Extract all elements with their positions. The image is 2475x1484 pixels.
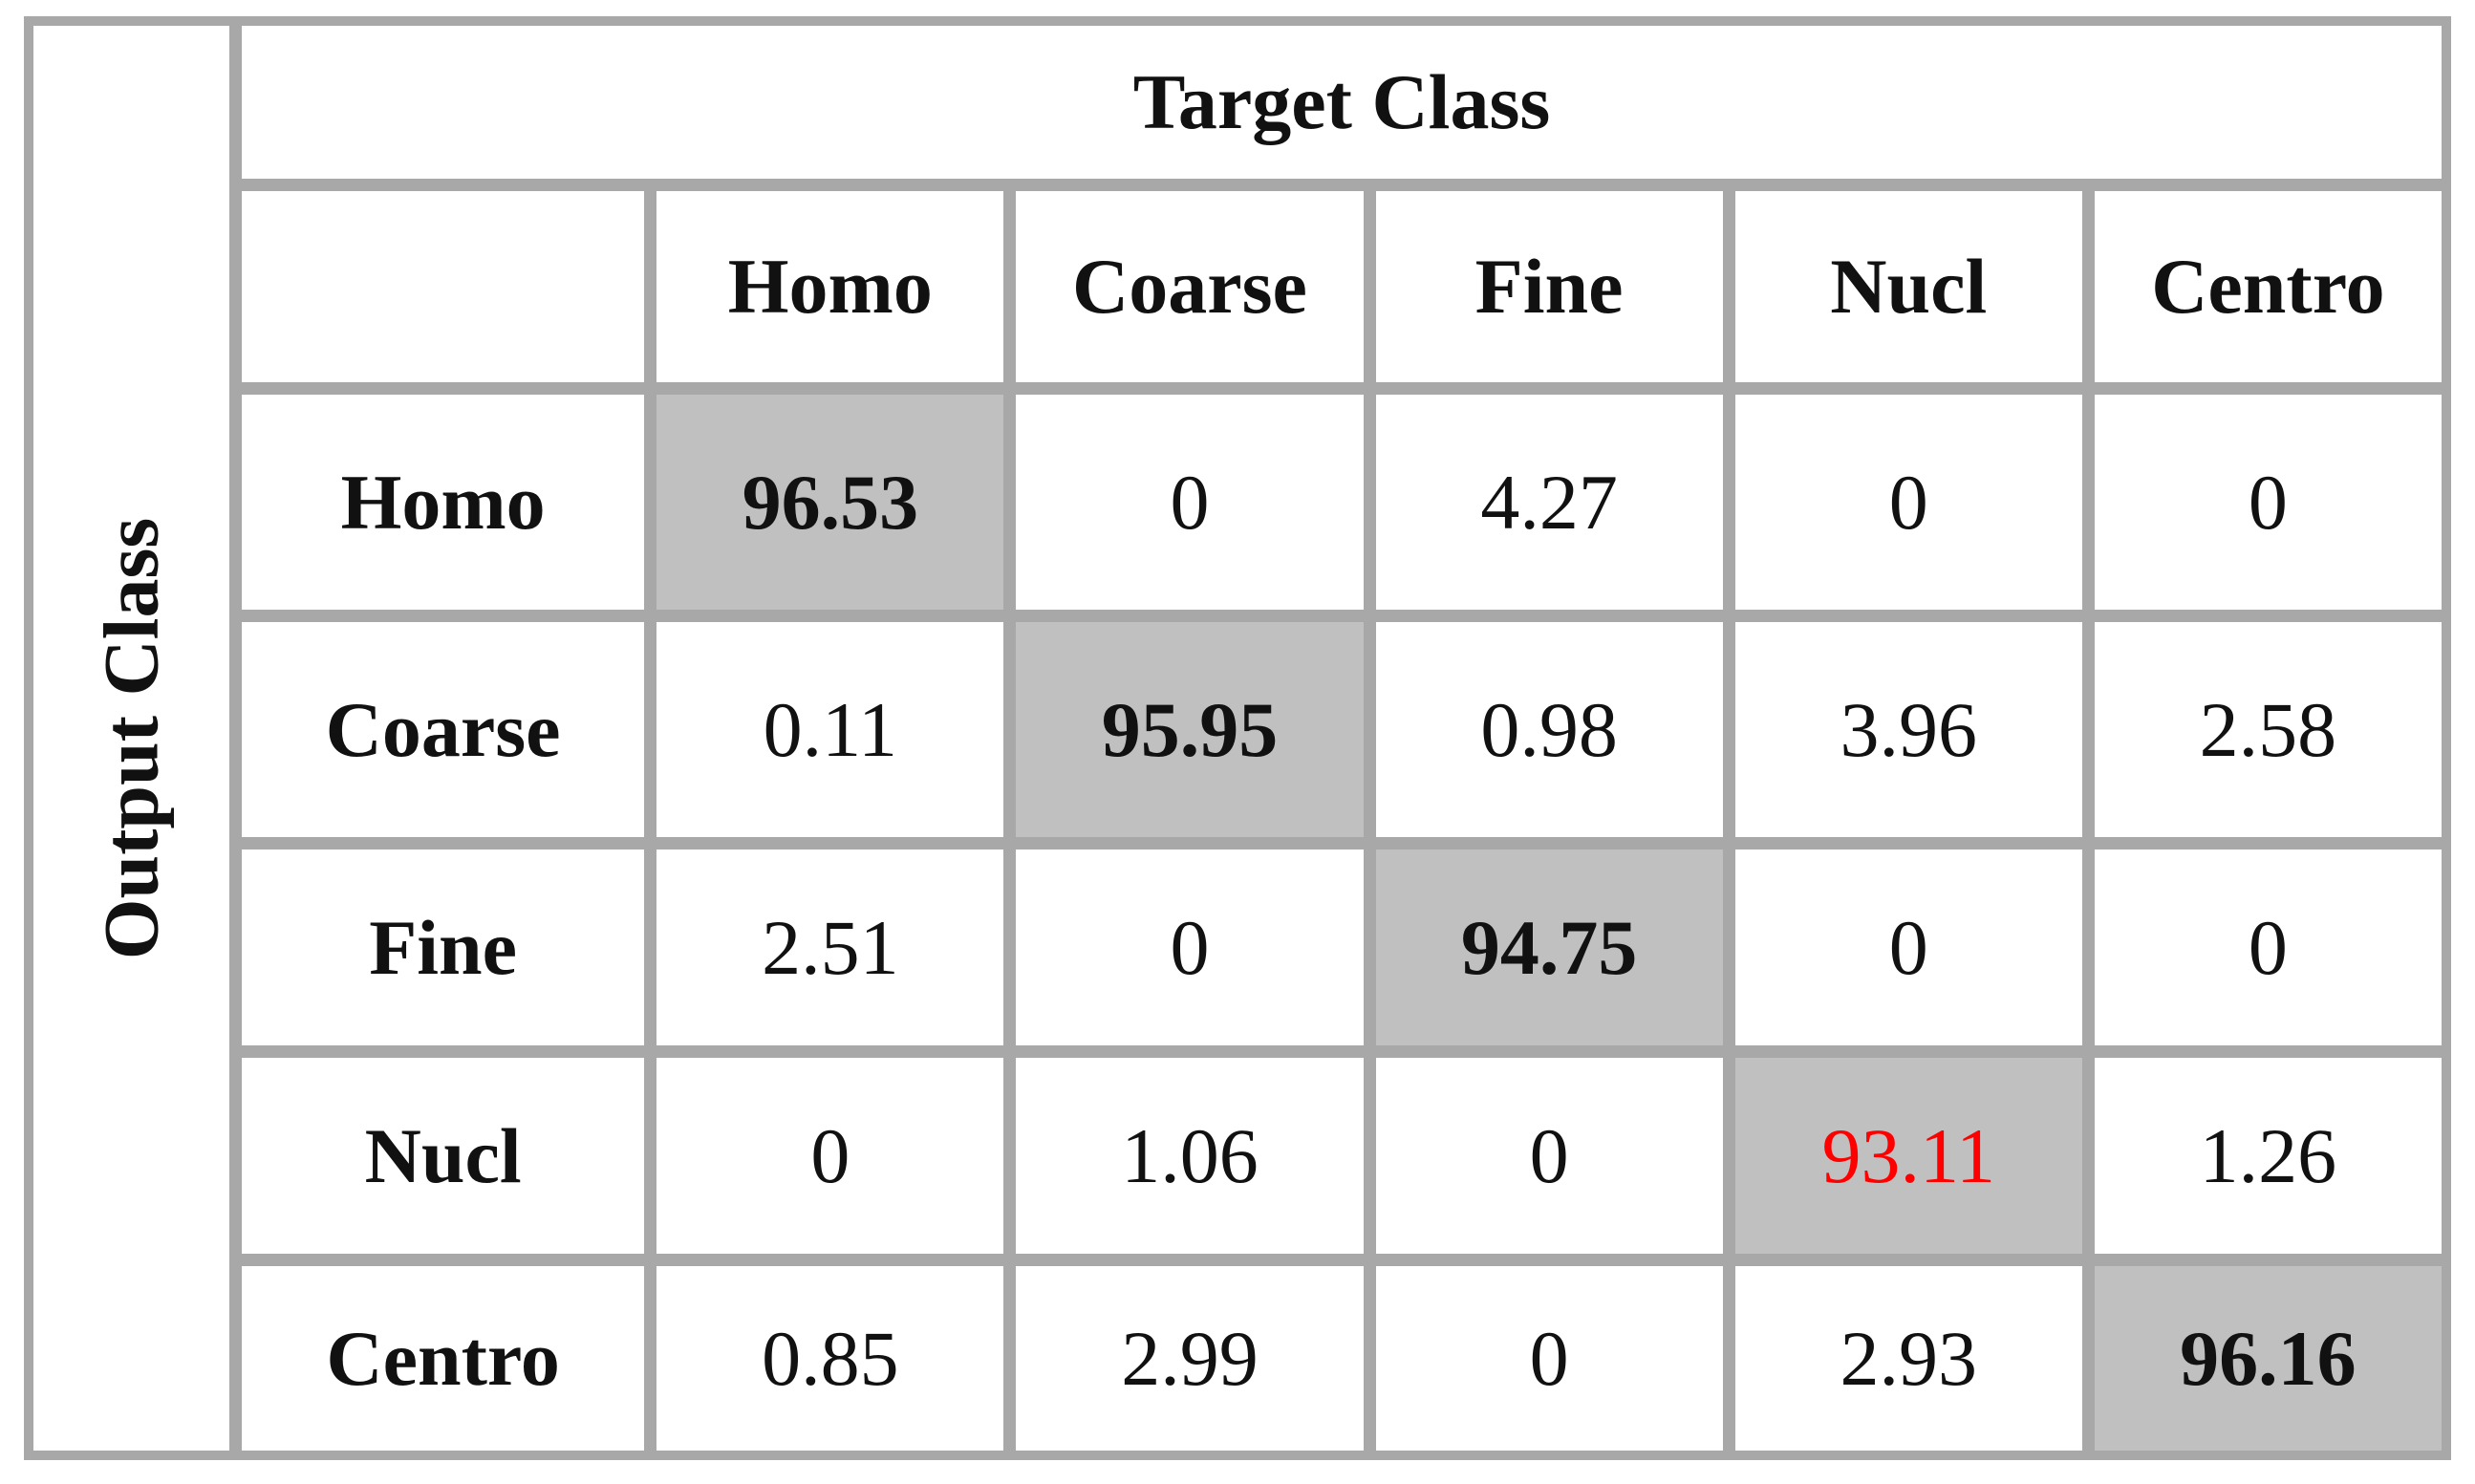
value-cell: 1.26: [2094, 1058, 2442, 1254]
diagonal-cell: 96.16: [2094, 1266, 2442, 1451]
row-axis-title: Output Class: [87, 517, 175, 959]
value-cell: 4.27: [1375, 395, 1723, 610]
value-cell: 1.06: [1016, 1058, 1364, 1254]
column-header: Centro: [2094, 191, 2442, 382]
value-cell: 2.58: [2094, 622, 2442, 837]
value-cell: 2.51: [656, 850, 1004, 1045]
value-cell: 0: [2094, 850, 2442, 1045]
value-cell: 0: [1734, 850, 2082, 1045]
value-cell: 0.85: [656, 1266, 1004, 1451]
value-cell: 0: [1734, 395, 2082, 610]
row-label: Centro: [242, 1266, 645, 1451]
row-label: Nucl: [242, 1058, 645, 1254]
column-header: Coarse: [1016, 191, 1364, 382]
value-cell: 3.96: [1734, 622, 2082, 837]
column-header: Fine: [1375, 191, 1723, 382]
row-label: Coarse: [242, 622, 645, 837]
value-cell: 0.98: [1375, 622, 1723, 837]
value-cell: 0: [1016, 850, 1364, 1045]
value-cell: 0: [656, 1058, 1004, 1254]
column-axis-title: Target Class: [242, 26, 2442, 179]
value-cell: 0: [1375, 1266, 1723, 1451]
diagonal-cell: 95.95: [1016, 622, 1364, 837]
value-cell: 0: [2094, 395, 2442, 610]
table-grid: Target Class Homo Coarse Fine Nucl Centro Hom…: [242, 26, 2442, 1451]
diagonal-cell: 94.75: [1375, 850, 1723, 1045]
column-header: Homo: [656, 191, 1004, 382]
value-cell: 2.99: [1016, 1266, 1364, 1451]
diagonal-cell: 96.53: [656, 395, 1004, 610]
corner-cell: [242, 191, 645, 382]
diagonal-cell: 93.11: [1734, 1058, 2082, 1254]
value-cell: 0: [1016, 395, 1364, 610]
row-label: Fine: [242, 850, 645, 1045]
row-axis-cell: Output Class: [33, 26, 229, 1451]
value-cell: 2.93: [1734, 1266, 2082, 1451]
value-cell: 0: [1375, 1058, 1723, 1254]
confusion-table: Output Class Target Class Homo Coarse Fine…: [24, 16, 2451, 1460]
value-cell: 0.11: [656, 622, 1004, 837]
column-header: Nucl: [1734, 191, 2082, 382]
row-label: Homo: [242, 395, 645, 610]
